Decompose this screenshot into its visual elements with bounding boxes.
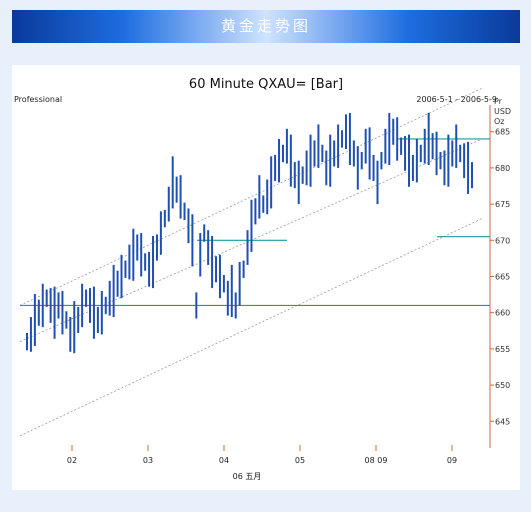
y-tick-label: 680 [495, 164, 510, 173]
x-tick-label: 08 09 [365, 456, 388, 465]
y-tick-label: 650 [495, 381, 510, 390]
date-range: 2006-5-1 - 2006-5-9 [416, 95, 497, 104]
x-axis-label: 06 五月 [233, 472, 262, 481]
y-tick-label: 665 [495, 273, 510, 282]
y-tick-label: 660 [495, 309, 510, 318]
y-tick-label: 655 [495, 345, 510, 354]
channel-line-lower [19, 218, 483, 437]
y-axis-header: Pr [494, 97, 503, 106]
gold-chart: 60 Minute QXAU= [Bar] Professional 2006-… [14, 77, 511, 481]
x-tick-label: 03 [143, 456, 153, 465]
x-tick-label: 04 [219, 456, 229, 465]
chart-title: 60 Minute QXAU= [Bar] [189, 77, 343, 92]
y-tick-label: 670 [495, 236, 510, 245]
y-tick-label: 685 [495, 128, 510, 137]
banner-title: 黄金走势图 [220, 17, 311, 35]
y-tick-label: 675 [495, 200, 510, 209]
x-tick-label: 09 [447, 456, 457, 465]
y-axis-header: Oz [494, 117, 505, 126]
channel-line-upper [19, 87, 483, 306]
x-tick-label: 05 [295, 456, 305, 465]
title-banner: 黄金走势图 [12, 10, 520, 43]
x-tick-label: 02 [67, 456, 77, 465]
chart-panel: 60 Minute QXAU= [Bar] Professional 2006-… [12, 65, 520, 490]
y-tick-label: 645 [495, 417, 510, 426]
y-axis-header: USD [494, 107, 511, 116]
left-label: Professional [14, 95, 62, 104]
